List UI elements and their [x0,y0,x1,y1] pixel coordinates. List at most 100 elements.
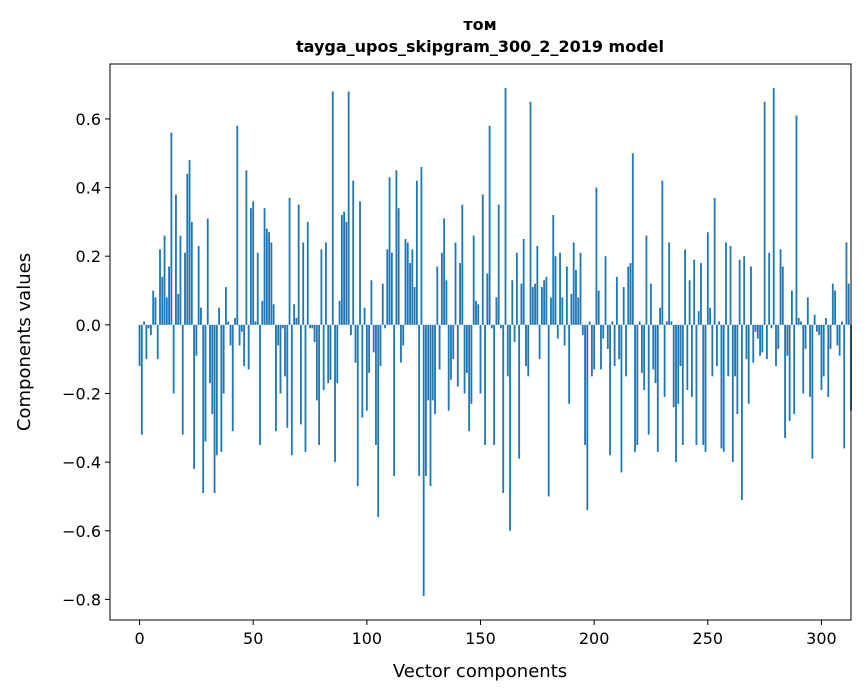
bar [661,180,664,325]
bar [665,321,668,325]
bar [818,324,821,336]
bar [384,324,386,329]
bar [572,242,575,325]
bar [752,324,755,363]
bar [509,324,511,531]
bar [545,276,548,325]
bar [754,324,757,332]
bar [268,232,271,325]
bar [684,249,686,325]
bar [736,324,739,415]
bar [761,324,764,353]
bar [581,324,584,336]
bar [559,252,561,325]
bar [711,324,714,377]
bar [313,324,316,342]
bar [418,324,421,476]
bar [809,324,811,397]
bar [788,324,791,421]
bar [600,324,602,370]
bar [765,324,768,360]
bar [836,324,839,346]
y-tick-label: 0.6 [76,110,101,129]
bar [693,259,696,325]
bar [197,245,200,325]
bar [700,263,702,325]
bar [284,324,286,377]
bar [593,324,596,370]
bar [447,324,450,411]
bar [595,187,598,325]
bar [631,153,634,325]
bar [465,324,468,373]
bar [795,115,798,325]
bar [743,256,746,325]
bar [629,263,632,325]
bar [463,324,466,394]
bar [561,297,564,325]
bar [565,266,568,325]
bar [797,317,800,325]
bar [784,324,786,439]
chart-title-line2: tayga_upos_skipgram_300_2_2019 model [296,37,664,56]
bar [168,266,171,325]
bar [490,324,493,329]
bar [377,324,380,518]
y-tick-label: 0.0 [76,316,101,335]
y-axis-label: Components values [14,253,35,431]
bar [227,321,230,325]
bar [668,242,671,325]
bar [334,324,336,463]
bar [525,324,527,367]
bar [356,324,359,487]
bar [622,287,625,325]
bar [506,324,509,377]
bar [238,324,241,346]
bar [815,324,818,332]
bar [252,201,255,325]
bar [695,324,698,445]
bar [690,324,693,397]
bar [234,317,236,325]
bar [138,324,141,367]
bar [229,324,232,346]
y-tick-label: −0.6 [62,522,101,541]
bar [475,300,477,325]
bar [272,304,275,325]
bar [156,324,159,360]
bar [843,324,846,449]
bar [295,317,298,325]
bar [400,324,402,363]
bar [645,235,648,325]
bar [647,324,650,435]
bar [763,101,766,325]
bar [615,276,618,325]
bar [534,283,536,325]
bar [552,215,555,325]
bars-group [138,88,852,596]
bar [279,324,282,394]
bar [402,324,405,346]
bar [309,324,311,329]
bar [531,287,534,325]
bar [547,324,550,497]
bar [154,297,157,325]
bar [677,324,680,404]
bar [613,324,616,367]
bar [840,321,843,325]
bar [211,324,214,415]
bar [670,321,673,325]
x-tick-label: 50 [243,629,263,648]
bar [322,324,325,391]
bar [411,249,414,325]
bar [556,324,559,339]
bar [606,324,609,349]
bar [231,324,234,432]
bar [336,324,339,384]
bar [477,304,480,325]
bar [147,324,150,329]
bar [738,259,741,325]
bar [484,324,486,445]
bar [304,324,307,452]
bar [518,324,521,459]
